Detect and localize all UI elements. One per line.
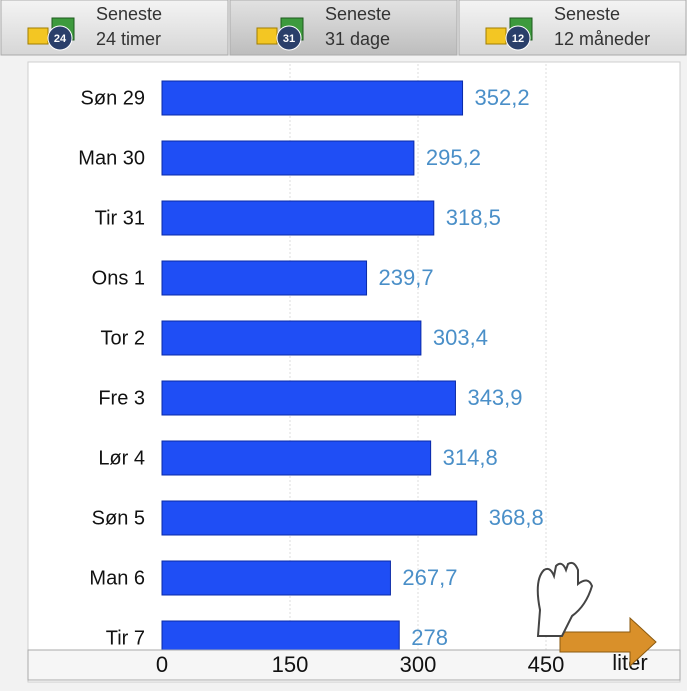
value-label: 267,7 <box>402 565 457 590</box>
tab[interactable]: 12 Seneste 12 måneder <box>458 0 687 56</box>
bar <box>161 620 400 656</box>
value-label: 343,9 <box>467 385 522 410</box>
tab-icon-badge <box>276 25 302 51</box>
tab-background <box>458 0 687 56</box>
y-tick-label: Søn 5 <box>92 507 145 529</box>
bar <box>161 380 456 416</box>
bar <box>161 560 391 596</box>
tab-icon-number: 24 <box>54 33 67 45</box>
y-tick-label: Man 30 <box>78 147 145 169</box>
value-label: 314,8 <box>443 445 498 470</box>
y-tick-label: Ons 1 <box>92 267 145 289</box>
value-label: 295,2 <box>426 145 481 170</box>
tab[interactable]: 24 Seneste 24 timer <box>0 0 229 56</box>
y-tick-label: Tor 2 <box>101 327 145 349</box>
tab-line2: 24 timer <box>96 29 161 49</box>
tab-icon-folder <box>485 27 507 45</box>
axis-band <box>27 649 681 681</box>
bar <box>161 320 422 356</box>
value-label: 239,7 <box>379 265 434 290</box>
tab-line1: Seneste <box>554 4 620 24</box>
value-label: 368,8 <box>489 505 544 530</box>
y-tick-label: Tir 31 <box>95 207 145 229</box>
value-label: 352,2 <box>475 85 530 110</box>
y-tick-label: Man 6 <box>89 567 145 589</box>
bar <box>161 80 464 116</box>
tab-icon-badge <box>47 25 73 51</box>
tab-icon-folder <box>256 27 278 45</box>
y-tick-label: Søn 29 <box>81 87 145 109</box>
y-tick-label: Tir 7 <box>106 627 145 649</box>
swipe-hint[interactable] <box>536 561 657 668</box>
bar <box>161 260 368 296</box>
y-tick-label: Fre 3 <box>98 387 145 409</box>
bar <box>161 500 478 536</box>
tab-line2: 12 måneder <box>554 29 650 49</box>
bar <box>161 200 435 236</box>
tab-icon-number: 12 <box>512 33 524 45</box>
x-tick-label: 0 <box>156 652 168 677</box>
y-tick-label: Lør 4 <box>98 447 145 469</box>
bar <box>161 140 415 176</box>
hand-icon <box>536 561 594 637</box>
x-tick-label: 300 <box>400 652 437 677</box>
tab[interactable]: 31 Seneste 31 dage <box>229 0 458 56</box>
tab-line1: Seneste <box>96 4 162 24</box>
x-tick-label: 450 <box>528 652 565 677</box>
value-label: 303,4 <box>433 325 488 350</box>
tab-icon-folder <box>27 27 49 45</box>
tab-line2: 31 dage <box>325 29 390 49</box>
bar <box>161 440 432 476</box>
value-label: 278 <box>411 625 448 650</box>
arrow-icon <box>559 616 657 668</box>
tab-icon-badge <box>505 25 531 51</box>
value-label: 318,5 <box>446 205 501 230</box>
tab-line1: Seneste <box>325 4 391 24</box>
tab-icon-number: 31 <box>283 33 295 45</box>
x-tick-label: 150 <box>272 652 309 677</box>
